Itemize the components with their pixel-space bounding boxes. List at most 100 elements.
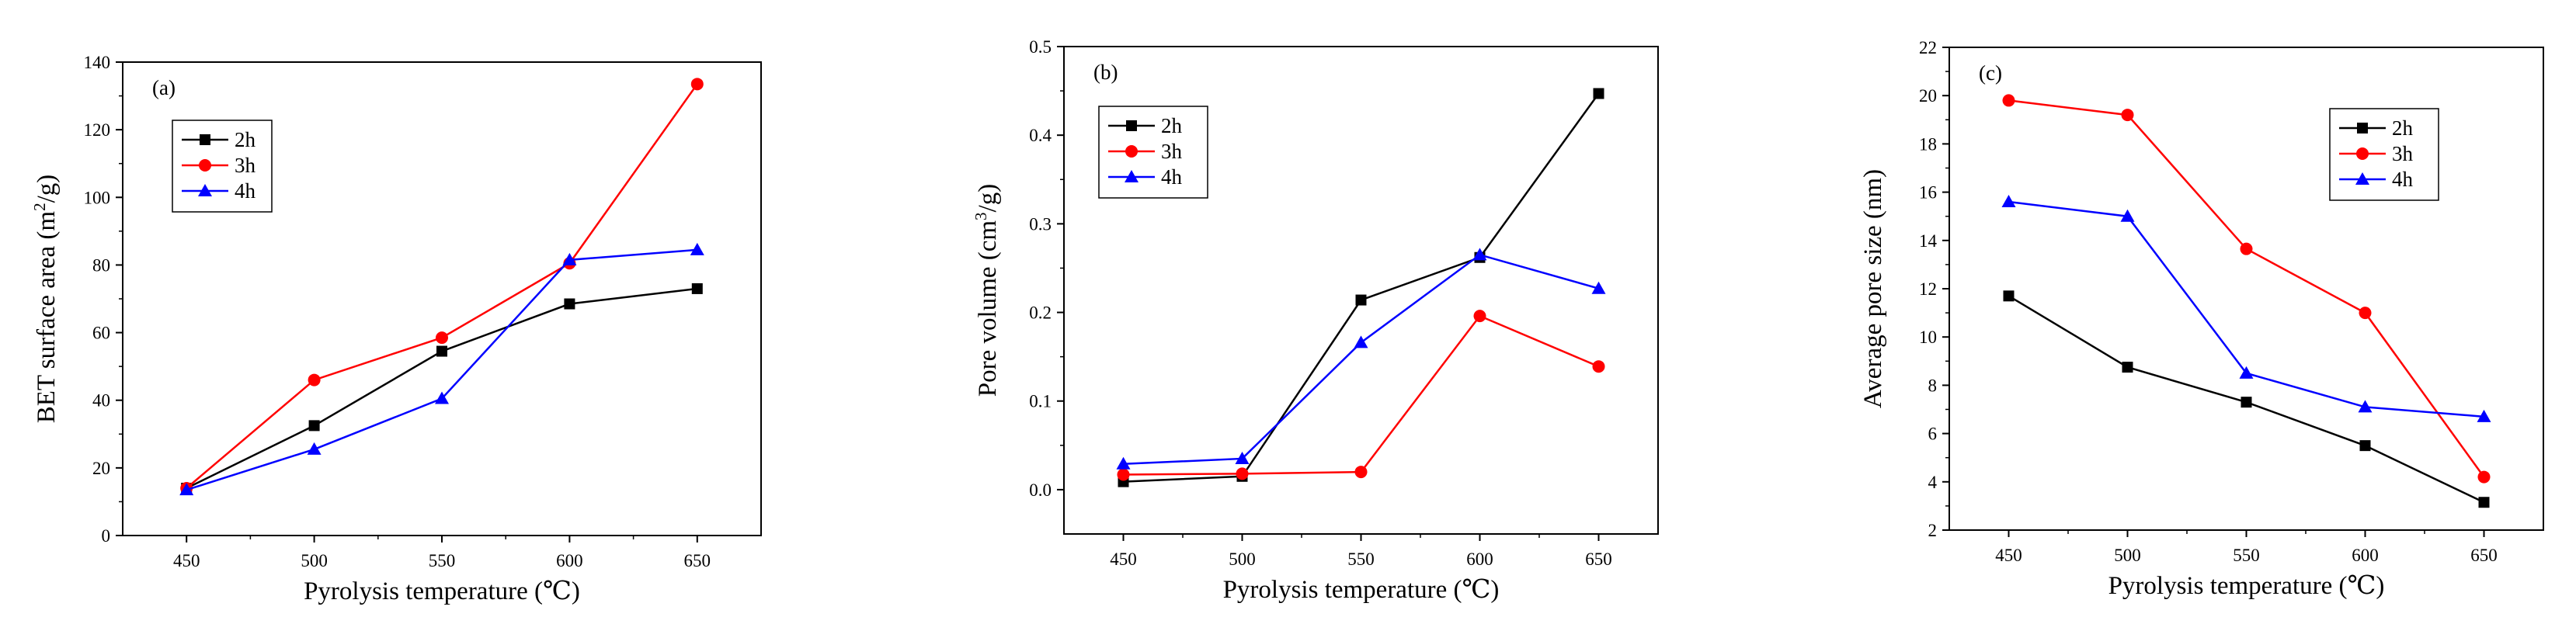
data-point [1592,360,1605,373]
plot-frame [1949,47,2544,531]
data-point [690,242,704,255]
x-axis-label: Pyrolysis temperature (℃) [2108,572,2385,600]
data-point [1235,451,1250,464]
x-tick-label: 650 [684,551,711,570]
y-axis-label-sup: 3 [972,212,990,220]
legend-label: 4h [235,179,256,203]
x-axis-label: Pyrolysis temperature (℃) [304,577,580,605]
x-tick-label: 650 [1585,549,1612,569]
data-point [2477,409,2491,422]
y-axis-label-end: /g) [974,184,1002,213]
y-tick-label: 2 [1928,521,1938,540]
x-tick-label: 500 [2114,546,2141,565]
y-tick-label: 4 [1928,473,1938,492]
y-tick-label: 20 [1919,86,1937,106]
y-axis-label-end: /g) [33,175,61,203]
data-point [691,283,703,294]
y-axis-label: Pore volume (cm3/g) [972,184,1002,397]
legend-marker [1126,120,1137,131]
x-tick-label: 450 [1110,549,1137,569]
data-point [2121,109,2134,122]
data-point [436,331,448,345]
data-point [179,483,194,496]
legend-marker [2356,147,2369,160]
legend-label: 3h [235,154,256,177]
y-tick-label: 80 [92,255,110,275]
panel-label: (b) [1093,61,1118,84]
y-tick-label: 22 [1919,38,1937,57]
y-axis-label-main: Average pore size (nm) [1859,169,1887,408]
y-tick-label: 0.3 [1029,214,1052,234]
x-tick-label: 650 [2470,546,2498,565]
y-axis-label: Average pore size (nm) [1859,169,1887,408]
data-point [2241,397,2252,408]
y-tick-label: 8 [1928,376,1938,395]
legend-marker [1125,170,1139,182]
series-2h [2003,290,2490,508]
y-tick-label: 0.2 [1029,303,1052,323]
data-point [2358,400,2373,413]
legend-marker [199,159,211,172]
data-point [2359,440,2371,452]
x-axis-label: Pyrolysis temperature (℃) [1223,576,1500,604]
data-point [2239,366,2254,379]
series-2h [181,283,703,494]
series-line [1123,253,1599,466]
data-point [2359,307,2372,320]
data-point [1591,281,1606,294]
series-line [186,248,697,491]
y-tick-label: 10 [1919,328,1937,347]
x-tick-label: 600 [1466,549,1493,569]
y-axis-label-main: Pore volume (cm [974,220,1002,397]
legend-marker [2357,123,2368,133]
y-tick-label: 12 [1919,279,1937,299]
data-point [2120,209,2135,222]
panel-label: (c) [1979,61,2002,85]
data-point [308,373,321,387]
legend-label: 4h [1161,165,1183,189]
data-point [564,298,575,310]
data-point [1354,335,1368,348]
y-tick-label: 16 [1919,183,1937,203]
data-point [2478,497,2490,508]
y-axis-label-main: BET surface area (m [33,211,61,424]
legend-marker [1125,145,1138,158]
series-4h [179,242,704,496]
chart-panel-2: 450 500 550 600 650 0.0 0.1 0.2 0.3 0.4 0.5 Pyrolys… [972,37,1659,604]
data-point [2240,242,2253,255]
data-point [1472,248,1487,261]
legend-label: 2h [1161,114,1183,137]
data-point [690,78,704,91]
y-tick-label: 0 [102,526,111,546]
series-3h [1117,310,1605,481]
data-point [2477,470,2491,484]
y-tick-label: 6 [1928,425,1938,444]
y-tick-label: 60 [92,324,110,343]
panel-label: (a) [152,76,176,99]
x-tick-label: 550 [2233,546,2260,565]
legend-label: 4h [2392,168,2414,191]
x-tick-label: 550 [429,551,456,570]
data-point [1117,468,1130,481]
series-4h [2001,195,2491,422]
legend-label: 3h [2392,142,2414,165]
data-point [562,252,577,265]
data-point [1593,88,1604,99]
x-tick-label: 450 [173,551,200,570]
y-tick-label: 0.1 [1029,392,1052,411]
series-line [186,287,697,490]
x-tick-label: 450 [1995,546,2022,565]
x-tick-label: 500 [1229,549,1256,569]
legend-label: 2h [2392,116,2414,140]
x-tick-label: 600 [2352,546,2379,565]
data-point [1236,467,1249,480]
y-tick-label: 140 [84,53,111,72]
data-point [1473,310,1486,323]
chart-panel-3: 450 500 550 600 650 2 4 6 8 10 12 14 16 18 20 22 Pyrolys… [1859,38,2544,600]
chart-panel-1: 450 500 550 600 650 0 20 40 60 80 100 120 140 Pyrolys… [30,53,762,605]
y-tick-label: 120 [84,120,111,140]
